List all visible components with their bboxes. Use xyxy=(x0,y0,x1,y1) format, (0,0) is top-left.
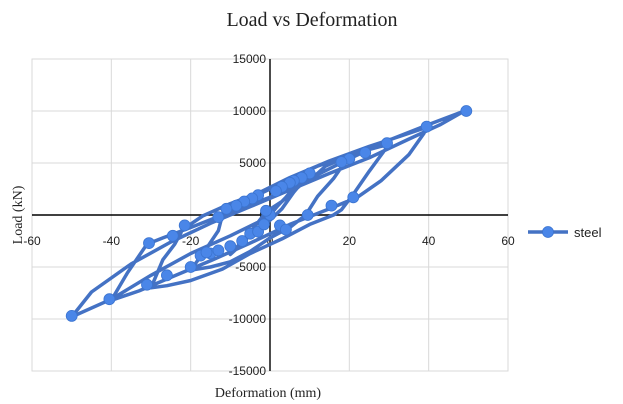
data-point-steel-29 xyxy=(236,235,249,247)
data-point-steel-21 xyxy=(160,269,173,282)
x-tick-label: -60 xyxy=(23,234,41,248)
x-tick-label: -20 xyxy=(182,234,200,248)
data-point-steel-32 xyxy=(258,218,270,231)
y-axis-title: Load (kN) xyxy=(11,185,26,244)
x-tick-label: 40 xyxy=(422,234,436,248)
y-tick-label: -5000 xyxy=(235,260,266,274)
data-point-steel-5 xyxy=(335,156,348,168)
data-point-steel-27 xyxy=(212,244,225,257)
data-point-steel-3 xyxy=(359,146,372,159)
data-point-steel-22 xyxy=(141,278,153,291)
y-tick-label: -10000 xyxy=(229,312,267,326)
data-point-steel-1 xyxy=(420,120,433,133)
tick-labels: -60-40-200204060150001000050000-5000-100… xyxy=(23,52,515,378)
data-point-steel-41 xyxy=(260,204,272,217)
x-tick-label: -40 xyxy=(103,234,121,248)
series-steel xyxy=(65,105,473,322)
x-tick-label: 0 xyxy=(267,234,274,248)
x-tick-label: 60 xyxy=(501,234,515,248)
y-tick-label: -15000 xyxy=(229,364,267,378)
y-tick-label: 5000 xyxy=(239,156,266,170)
data-point-steel-11 xyxy=(269,185,282,198)
data-point-steel-18 xyxy=(178,219,191,232)
legend: steel xyxy=(528,225,602,240)
data-point-steel-25 xyxy=(65,309,78,322)
data-point-steel-17 xyxy=(212,211,225,224)
data-point-steel-20 xyxy=(143,237,155,250)
data-point-steel-36 xyxy=(301,209,314,221)
legend-marker-steel xyxy=(542,226,554,238)
chart-title: Load vs Deformation xyxy=(226,9,397,31)
y-tick-label: 10000 xyxy=(233,104,267,118)
data-point-steel-0 xyxy=(460,105,473,117)
data-point-steel-15 xyxy=(230,199,243,212)
data-point-steel-19 xyxy=(166,229,179,242)
data-point-steel-2 xyxy=(381,137,393,150)
legend-label-steel: steel xyxy=(574,225,602,240)
y-tick-label: 15000 xyxy=(233,52,267,66)
data-point-steel-23 xyxy=(184,261,197,273)
data-point-steel-35 xyxy=(279,223,292,236)
data-point-steel-40 xyxy=(200,246,213,259)
x-tick-label: 20 xyxy=(343,234,357,248)
data-point-steel-37 xyxy=(325,199,338,212)
data-point-steel-38 xyxy=(347,191,360,204)
x-axis-title: Deformation (mm) xyxy=(215,386,321,401)
series-line-steel xyxy=(69,109,467,319)
data-point-steel-28 xyxy=(224,240,237,253)
data-point-steel-24 xyxy=(103,293,116,306)
data-point-steel-16 xyxy=(220,202,233,215)
